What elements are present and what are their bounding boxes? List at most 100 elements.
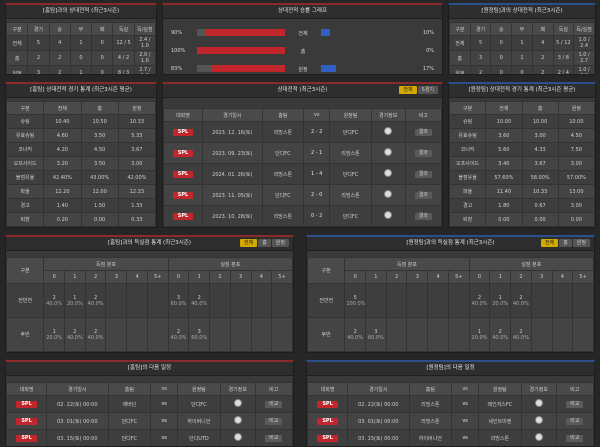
table: 구분 경기 승 무 패 득실 득/실점 전체 5 4 1 0 12 / 5 2.4 / 1.0 홈 2 2 0 0 4… [6,22,156,74]
group-header: 실점 분포 [167,257,293,271]
tab[interactable]: 원정 [572,239,590,247]
row-name: 홈 [300,49,306,55]
column-header: 무 [69,22,93,36]
column-header: 전체 [43,101,82,115]
info-icon[interactable] [384,127,393,135]
right-track [321,47,409,54]
info-icon[interactable] [233,416,242,424]
cell [572,283,594,318]
note-button[interactable]: 결과 [414,212,432,220]
match-table: 대회명 경기일시 홈팀 vs 원정팀 경기정보 비고 SPL 2023. 12. 16(토) 리빙… [163,108,442,227]
info-icon[interactable] [384,190,393,198]
percent: 20.0% [66,300,83,307]
home-team: 던디FC [261,184,305,206]
cell [406,283,429,318]
cell: SPL [307,429,349,446]
tab[interactable]: 전체 [540,239,559,247]
table-row: 볼점유율 57.60% 58.00% 57.00% [449,170,595,185]
cell: 1.40 [43,198,82,213]
table: 구분 전체 홈 원정 슈팅 10.00 10.00 10.00 유효슈팅 3.60 3.00 4.50… [449,101,595,227]
note-button[interactable]: 결과 [414,149,432,157]
column-header: 원정팀 [329,108,372,122]
away-team: 세인트미렌 [478,412,522,430]
panel: 상대전적 (최근3시즌) 전체 5경기 대회명 경기일시 홈팀 vs 원정팀 경기정보 비고 SPL… [162,82,443,228]
percent: 40.0% [347,334,364,341]
info-icon[interactable] [384,169,393,177]
bucket-header: 5+ [271,270,293,284]
cell: 퇴장 [6,212,45,227]
tab[interactable]: 전체 [239,239,258,247]
note-button[interactable]: 비교 [566,434,584,442]
note-button[interactable]: 비교 [566,417,584,425]
cell: 1 20.0% [64,283,86,318]
cell: 2 [531,65,554,74]
percent: 40.0% [191,300,208,307]
cell [520,395,557,413]
win-rate-rows: 90% 전체 10% 100% 홈 0% 83% 원정 17% [163,19,442,74]
cell: 3.40 [485,156,523,171]
tab[interactable]: 5경기 [417,86,438,94]
count: 1 [498,294,502,301]
info-icon[interactable] [233,399,242,407]
percent: 40.0% [512,334,529,341]
column-header: 경기일시 [201,108,263,122]
info-icon[interactable] [534,433,543,441]
panel-title: [홈팀] 상대전적 경기 통계 (최근3시즌 평균) [30,87,132,93]
table-body: 전반전 2 40.0% 1 20.0% 2 40.0% 3 60.0% 2 40.0% 후반 1 20.0… [6,283,293,352]
info-icon[interactable] [233,433,242,441]
cell: 12 / 5 [112,35,135,51]
cell: 결과 [404,184,442,206]
cell [370,142,406,164]
cell: SPL [307,395,349,413]
cell: 4.20 [43,142,82,157]
cell: SPL [6,412,48,430]
header-row: 0 1 2 3 4 5+ 0 1 2 3 4 5+ [308,270,594,284]
percent: 60.0% [367,334,384,341]
info-icon[interactable] [384,148,393,156]
percent: 20.0% [492,300,509,307]
note-button[interactable]: 비교 [265,400,283,408]
table-row: 오프사이드 3.40 3.67 3.00 [449,156,595,171]
cell: 1 20.0% [468,317,491,352]
match-row: SPL 2023. 09. 23(토) 던디FC 2 - 1 리빙스톤 결과 [163,142,442,164]
bucket-header: 4 [250,270,273,284]
header-row: 대회명 경기일시 홈팀 vs 원정팀 경기정보 비고 [163,108,442,122]
column-header: 대회명 [6,382,48,396]
tab[interactable]: 홈 [559,239,572,247]
table-body: 전반전 5 100.0% 2 40.0% 1 20.0% 2 40.0% 후반 2 40.0% 3 60.… [307,283,594,352]
group-header: 실점 분포 [468,257,594,271]
cell: 2 [469,65,492,74]
cell [229,283,252,318]
note-button[interactable]: 비교 [265,434,283,442]
table-row: 슈팅 10.40 10.50 10.33 [6,114,156,129]
percent: 60.0% [170,300,187,307]
cell: 1.0 / 2.0 [573,65,595,74]
cell [427,283,449,318]
cell: 슈팅 [6,114,45,129]
note-button[interactable]: 비교 [566,400,584,408]
bucket-header: 1 [64,270,86,284]
percent: 60.0% [191,334,208,341]
tab[interactable]: 원정 [271,239,289,247]
note-button[interactable]: 결과 [414,170,432,178]
count: 2 [477,294,482,301]
info-icon[interactable] [534,416,543,424]
cell: 58.00% [521,170,559,185]
note-button[interactable]: 결과 [414,128,432,136]
info-icon[interactable] [534,399,543,407]
percent: 40.0% [46,300,63,307]
count: 2 [353,328,357,335]
right-label: 17% [422,66,434,72]
cell: 0 [490,35,513,51]
tab[interactable]: 전체 [399,86,417,94]
note-button[interactable]: 결과 [414,191,432,199]
cell: 1.0 / 2.7 [573,50,595,66]
percent: 40.0% [492,334,509,341]
tab[interactable]: 홈 [258,239,271,247]
count: 2 [73,328,77,335]
cell: 5.60 [485,142,523,157]
note-button[interactable]: 비교 [265,417,283,425]
info-icon[interactable] [384,211,393,219]
cell: 57.00% [557,170,595,185]
